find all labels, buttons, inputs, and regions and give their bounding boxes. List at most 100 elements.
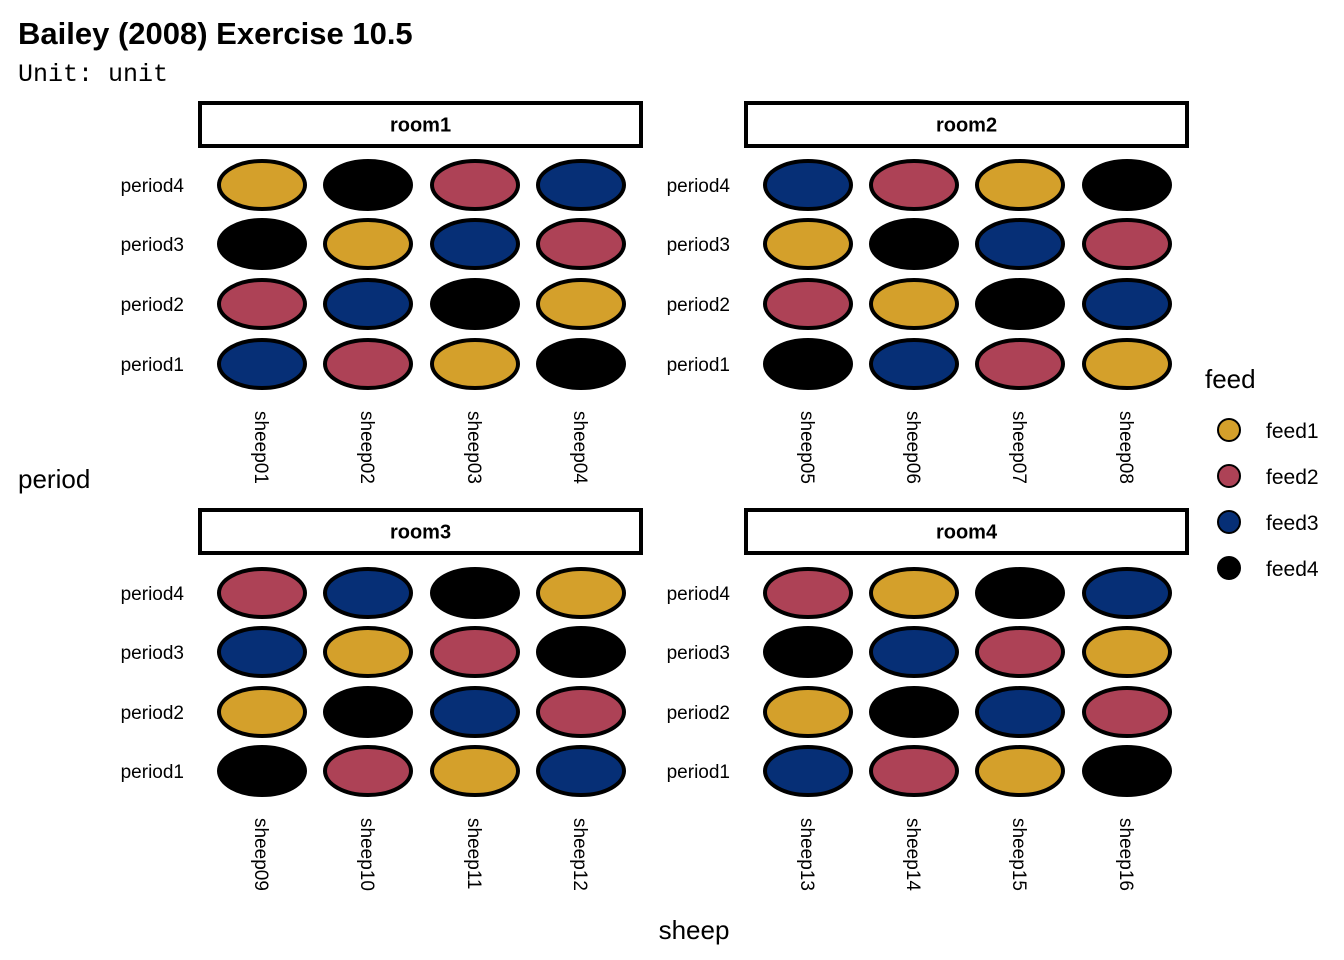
y-axis-title: period [18, 464, 90, 494]
tile-sheep10-period3 [323, 626, 413, 678]
y-tick-label: period3 [667, 643, 730, 664]
tile-sheep02-period4 [323, 159, 413, 211]
tile-sheep12-period2 [536, 686, 626, 738]
x-tick-label: sheep13 [796, 818, 817, 891]
x-tick-label: sheep08 [1115, 411, 1136, 484]
tile-sheep03-period3 [430, 218, 520, 270]
tile-sheep07-period1 [975, 338, 1065, 390]
tile-sheep01-period4 [217, 159, 307, 211]
tile-sheep05-period4 [763, 159, 853, 211]
y-tick-label: period3 [121, 643, 184, 664]
panel-room4: room4 period1 period2 period3 period4 sheep13… [667, 508, 1189, 891]
tile-sheep08-period2 [1082, 278, 1172, 330]
y-tick-label: period4 [667, 176, 731, 197]
y-tick-label: period4 [667, 584, 731, 605]
tile-sheep14-period3 [869, 626, 959, 678]
x-tick-label: sheep14 [902, 818, 923, 891]
tile-sheep15-period3 [975, 626, 1065, 678]
legend-key-feed2 [1217, 464, 1241, 488]
tile-sheep09-period2 [217, 686, 307, 738]
tile-sheep11-period2 [430, 686, 520, 738]
y-tick-label: period3 [667, 235, 730, 256]
tile-sheep15-period2 [975, 686, 1065, 738]
tile-sheep02-period3 [323, 218, 413, 270]
tile-sheep16-period4 [1082, 567, 1172, 619]
y-tick-label: period1 [121, 762, 184, 783]
tile-sheep16-period3 [1082, 626, 1172, 678]
tile-sheep13-period3 [763, 626, 853, 678]
tile-sheep06-period1 [869, 338, 959, 390]
tile-sheep12-period4 [536, 567, 626, 619]
legend-key-feed3 [1217, 510, 1241, 534]
legend-key-feed1 [1217, 418, 1241, 442]
tile-sheep10-period2 [323, 686, 413, 738]
x-tick-label: sheep15 [1008, 818, 1029, 891]
tile-sheep03-period4 [430, 159, 520, 211]
tile-sheep10-period1 [323, 745, 413, 797]
tile-sheep12-period3 [536, 626, 626, 678]
strip-room2 [744, 101, 1189, 148]
y-tick-label: period3 [121, 235, 184, 256]
y-tick-label: period4 [121, 176, 185, 197]
legend-title: feed [1205, 364, 1256, 394]
tile-sheep14-period2 [869, 686, 959, 738]
x-tick-label: sheep05 [796, 411, 817, 484]
tile-sheep11-period3 [430, 626, 520, 678]
tile-sheep04-period3 [536, 218, 626, 270]
tile-sheep03-period1 [430, 338, 520, 390]
x-tick-label: sheep03 [463, 411, 484, 484]
tile-sheep01-period1 [217, 338, 307, 390]
legend-key-feed4 [1217, 556, 1241, 580]
legend-label: feed2 [1266, 466, 1319, 489]
chart-title: Bailey (2008) Exercise 10.5 [18, 16, 413, 51]
chart-subtitle: Unit: unit [18, 60, 168, 89]
x-tick-label: sheep06 [902, 411, 923, 484]
tile-sheep14-period1 [869, 745, 959, 797]
strip-label: room3 [390, 522, 451, 544]
x-axis-title: sheep [659, 915, 730, 945]
tile-sheep01-period2 [217, 278, 307, 330]
tile-sheep03-period2 [430, 278, 520, 330]
tile-sheep15-period1 [975, 745, 1065, 797]
tile-sheep11-period1 [430, 745, 520, 797]
tile-sheep09-period4 [217, 567, 307, 619]
strip-label: room4 [936, 522, 998, 544]
tile-sheep09-period1 [217, 745, 307, 797]
tile-sheep07-period4 [975, 159, 1065, 211]
x-tick-label: sheep02 [356, 411, 377, 484]
tile-sheep04-period1 [536, 338, 626, 390]
x-tick-label: sheep09 [250, 818, 271, 891]
tile-sheep16-period1 [1082, 745, 1172, 797]
tile-sheep13-period2 [763, 686, 853, 738]
y-tick-label: period4 [121, 584, 185, 605]
tile-sheep01-period3 [217, 218, 307, 270]
x-tick-label: sheep01 [250, 411, 271, 484]
tile-sheep06-period4 [869, 159, 959, 211]
x-tick-label: sheep10 [356, 818, 377, 891]
strip-room4 [744, 508, 1189, 555]
tile-sheep12-period1 [536, 745, 626, 797]
tile-sheep13-period1 [763, 745, 853, 797]
strip-room3 [198, 508, 643, 555]
tile-sheep05-period3 [763, 218, 853, 270]
panel-room2: room2 period1 period2 period3 period4 sheep05… [667, 101, 1189, 484]
tile-sheep02-period2 [323, 278, 413, 330]
y-tick-label: period2 [667, 703, 730, 724]
y-tick-label: period2 [121, 295, 184, 316]
x-tick-label: sheep07 [1008, 411, 1029, 484]
tile-sheep13-period4 [763, 567, 853, 619]
y-tick-label: period2 [667, 295, 730, 316]
tile-sheep11-period4 [430, 567, 520, 619]
panels: room1 period1 period2 period3 period4 sheep01… [121, 101, 1189, 891]
x-tick-label: sheep04 [569, 411, 590, 484]
x-tick-label: sheep16 [1115, 818, 1136, 891]
tile-sheep06-period2 [869, 278, 959, 330]
tile-sheep06-period3 [869, 218, 959, 270]
tile-sheep04-period4 [536, 159, 626, 211]
strip-room1 [198, 101, 643, 148]
legend-label: feed3 [1266, 512, 1319, 535]
x-tick-label: sheep11 [463, 818, 484, 890]
tile-sheep04-period2 [536, 278, 626, 330]
panel-room3: room3 period1 period2 period3 period4 sheep09… [121, 508, 643, 891]
